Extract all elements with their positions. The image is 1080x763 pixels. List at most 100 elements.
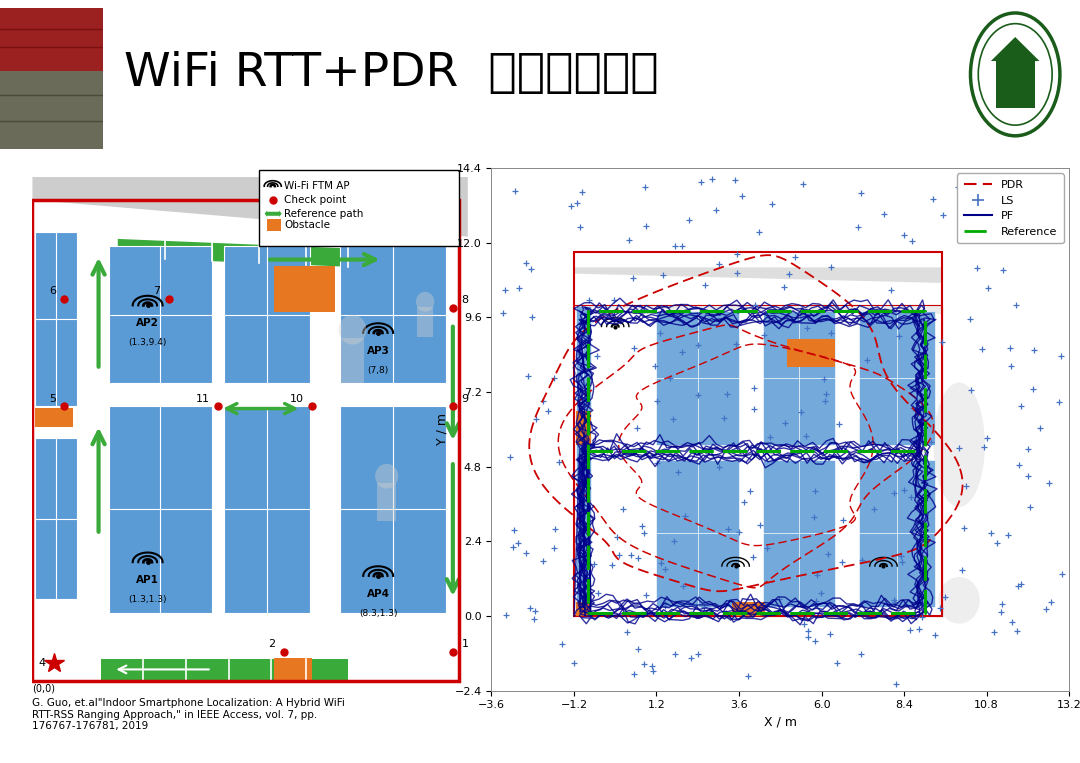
LS bbox=[853, 554, 870, 566]
LS bbox=[546, 523, 564, 535]
LS bbox=[689, 339, 706, 351]
Line: Reference: Reference bbox=[588, 311, 924, 613]
PF bbox=[575, 447, 588, 456]
Y-axis label: Y / m: Y / m bbox=[436, 414, 449, 445]
Reference bbox=[918, 608, 931, 617]
LS bbox=[507, 185, 524, 198]
LS bbox=[680, 214, 698, 226]
LS bbox=[674, 580, 691, 592]
LS bbox=[797, 430, 814, 442]
Circle shape bbox=[375, 464, 399, 488]
Text: 11: 11 bbox=[195, 394, 210, 404]
LS bbox=[815, 372, 833, 385]
LS bbox=[1002, 360, 1020, 372]
LS bbox=[813, 587, 831, 599]
FancyBboxPatch shape bbox=[258, 170, 459, 246]
PF bbox=[916, 445, 929, 454]
LS bbox=[886, 596, 903, 608]
LS bbox=[716, 412, 733, 424]
LS bbox=[1000, 529, 1017, 541]
LS bbox=[690, 649, 707, 661]
LS bbox=[711, 258, 728, 270]
LS bbox=[637, 589, 654, 601]
LS bbox=[629, 422, 646, 434]
PDR bbox=[701, 585, 714, 594]
Bar bbox=[787, 339, 835, 367]
LS bbox=[901, 624, 918, 636]
LS bbox=[727, 174, 744, 186]
LS bbox=[510, 282, 527, 294]
Bar bbox=[341, 338, 364, 383]
LS bbox=[636, 527, 653, 539]
LS bbox=[1012, 578, 1029, 590]
LS bbox=[619, 626, 636, 638]
LS bbox=[497, 285, 514, 297]
LS bbox=[895, 229, 913, 241]
Reference bbox=[581, 608, 594, 617]
Line: PDR: PDR bbox=[529, 255, 962, 591]
LS bbox=[519, 370, 537, 382]
LS bbox=[1041, 477, 1058, 489]
LS bbox=[1053, 568, 1070, 581]
Circle shape bbox=[339, 315, 366, 345]
LS bbox=[644, 659, 661, 671]
Legend: PDR, LS, PF, Reference: PDR, LS, PF, Reference bbox=[957, 173, 1064, 243]
Bar bbox=[35, 407, 73, 427]
LS bbox=[771, 593, 788, 605]
LS bbox=[752, 519, 769, 531]
LS bbox=[563, 200, 580, 212]
Reference bbox=[581, 608, 594, 617]
LS bbox=[696, 601, 713, 613]
LS bbox=[903, 235, 920, 247]
Bar bbox=[340, 246, 446, 383]
LS bbox=[608, 531, 625, 543]
Bar bbox=[657, 311, 739, 445]
LS bbox=[657, 600, 674, 612]
LS bbox=[630, 552, 647, 565]
LS bbox=[504, 541, 522, 553]
LS bbox=[934, 209, 951, 221]
LS bbox=[807, 485, 824, 497]
LS bbox=[576, 483, 593, 495]
LS bbox=[892, 550, 909, 562]
Text: (0,0): (0,0) bbox=[32, 684, 55, 694]
LS bbox=[636, 180, 653, 192]
LS bbox=[666, 648, 684, 660]
LS bbox=[1022, 501, 1039, 513]
LS bbox=[831, 417, 848, 430]
LS bbox=[633, 520, 650, 532]
LS bbox=[994, 598, 1011, 610]
Polygon shape bbox=[991, 37, 1039, 61]
Text: Check point: Check point bbox=[284, 195, 347, 205]
LS bbox=[498, 609, 515, 621]
PF bbox=[909, 307, 922, 317]
PDR bbox=[713, 587, 726, 596]
LS bbox=[1012, 400, 1029, 412]
LS bbox=[799, 631, 816, 643]
LS bbox=[571, 221, 589, 233]
PF bbox=[599, 306, 612, 315]
LS bbox=[745, 402, 762, 414]
Polygon shape bbox=[118, 239, 395, 269]
PDR bbox=[953, 462, 966, 471]
LS bbox=[652, 557, 670, 569]
LS bbox=[931, 602, 948, 614]
LS bbox=[978, 282, 996, 295]
LS bbox=[566, 656, 583, 668]
LS bbox=[580, 294, 597, 306]
LS bbox=[957, 480, 974, 492]
LS bbox=[711, 461, 728, 473]
Bar bbox=[860, 460, 935, 607]
LS bbox=[746, 299, 764, 311]
LS bbox=[798, 321, 815, 333]
LS bbox=[692, 175, 710, 188]
FancyArrow shape bbox=[265, 211, 279, 217]
LS bbox=[728, 266, 745, 278]
LS bbox=[973, 343, 990, 355]
LS bbox=[936, 591, 954, 603]
Bar bbox=[860, 311, 935, 445]
LS bbox=[664, 413, 681, 425]
LS bbox=[718, 388, 735, 401]
LS bbox=[962, 384, 980, 396]
LS bbox=[610, 549, 627, 562]
